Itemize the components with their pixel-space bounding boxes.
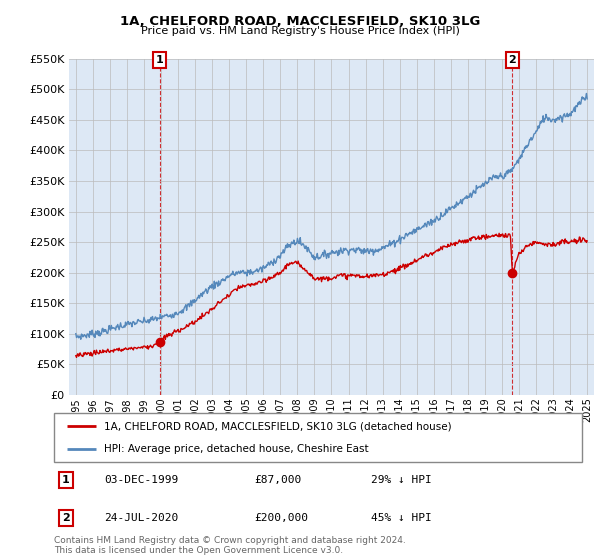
Text: 24-JUL-2020: 24-JUL-2020 <box>104 513 178 523</box>
FancyBboxPatch shape <box>54 413 582 462</box>
Text: 1A, CHELFORD ROAD, MACCLESFIELD, SK10 3LG: 1A, CHELFORD ROAD, MACCLESFIELD, SK10 3L… <box>120 15 480 28</box>
Text: HPI: Average price, detached house, Cheshire East: HPI: Average price, detached house, Ches… <box>104 444 369 454</box>
Text: 1: 1 <box>62 475 70 485</box>
Text: 2: 2 <box>62 513 70 523</box>
Text: 03-DEC-1999: 03-DEC-1999 <box>104 475 178 485</box>
Text: 45% ↓ HPI: 45% ↓ HPI <box>371 513 431 523</box>
Text: Contains HM Land Registry data © Crown copyright and database right 2024.
This d: Contains HM Land Registry data © Crown c… <box>54 536 406 556</box>
Text: 1: 1 <box>156 55 164 65</box>
Text: Price paid vs. HM Land Registry's House Price Index (HPI): Price paid vs. HM Land Registry's House … <box>140 26 460 36</box>
Text: 1A, CHELFORD ROAD, MACCLESFIELD, SK10 3LG (detached house): 1A, CHELFORD ROAD, MACCLESFIELD, SK10 3L… <box>104 421 452 431</box>
Text: 29% ↓ HPI: 29% ↓ HPI <box>371 475 431 485</box>
Text: £200,000: £200,000 <box>254 513 308 523</box>
Text: 2: 2 <box>508 55 516 65</box>
Text: £87,000: £87,000 <box>254 475 302 485</box>
